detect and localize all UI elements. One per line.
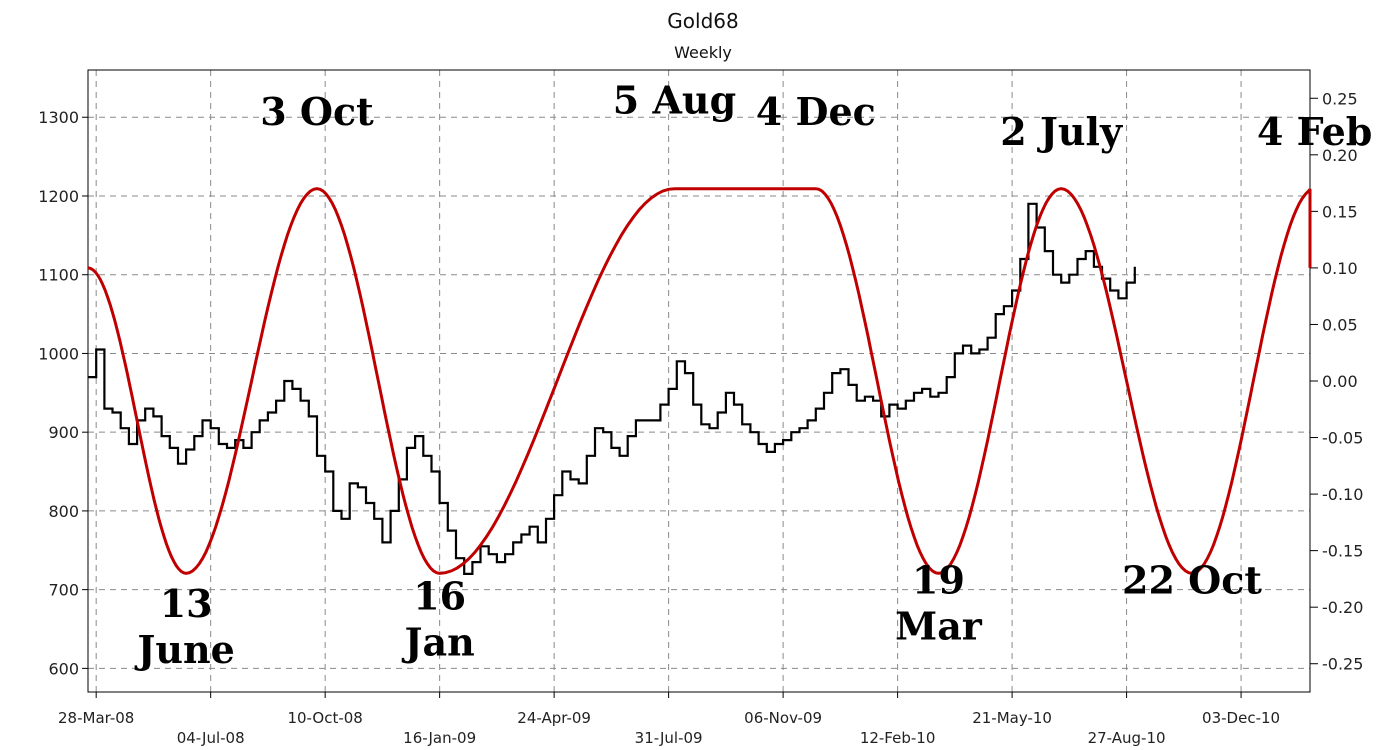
right-tick-label: 0.05: [1322, 315, 1358, 334]
right-tick-label: -0.10: [1322, 485, 1363, 504]
left-tick-label: 900: [48, 423, 79, 442]
right-tick-label: 0.20: [1322, 146, 1358, 165]
cycle-annotation: Jan: [402, 619, 475, 664]
left-tick-label: 1300: [38, 108, 79, 127]
cycle-annotation: 4 Dec: [756, 89, 876, 134]
x-tick-label: 03-Dec-10: [1202, 709, 1280, 727]
cycle-annotation: 13: [160, 581, 213, 626]
cycle-annotation: 22 Oct: [1122, 558, 1262, 603]
cycle-annotation: 19: [912, 558, 965, 603]
grid-lines: [88, 70, 1310, 692]
right-tick-label: 0.25: [1322, 89, 1358, 108]
x-tick-label: 31-Jul-09: [635, 729, 703, 747]
right-axis-ticks: -0.25 -0.20 -0.15 -0.10 -0.05 0.00 0.05 0.10 0.1…: [1310, 89, 1363, 674]
left-tick-label: 600: [48, 659, 79, 678]
x-tick-label: 27-Aug-10: [1088, 729, 1166, 747]
x-tick-label: 21-May-10: [972, 709, 1052, 727]
cycle-annotation: 16: [413, 573, 466, 618]
cycle-annotation: Mar: [895, 604, 983, 649]
x-tick-label: 10-Oct-08: [287, 709, 362, 727]
x-tick-label: 12-Feb-10: [860, 729, 936, 747]
cycle-annotation: 2 July: [1000, 109, 1123, 154]
x-tick-label: 16-Jan-09: [403, 729, 476, 747]
left-tick-label: 700: [48, 581, 79, 600]
series-group: [87, 187, 1312, 575]
right-tick-label: 0.10: [1322, 259, 1358, 278]
right-tick-label: 0.15: [1322, 202, 1358, 221]
left-axis-ticks: 600 700 800 900 1000 1100 1200 1300: [38, 108, 88, 678]
x-axis-ticks: 28-Mar-08 10-Oct-08 24-Apr-09 06-Nov-09 21-M…: [58, 692, 1280, 747]
right-tick-label: 0.00: [1322, 372, 1358, 391]
left-tick-label: 800: [48, 502, 79, 521]
left-tick-label: 1000: [38, 344, 79, 363]
chart-subtitle: Weekly: [674, 43, 732, 62]
x-tick-label: 24-Apr-09: [517, 709, 591, 727]
left-tick-label: 1100: [38, 266, 79, 285]
x-tick-label: 04-Jul-08: [177, 729, 245, 747]
right-tick-label: -0.05: [1322, 429, 1363, 448]
cycle-annotation: 3 Oct: [260, 89, 374, 134]
right-tick-label: -0.25: [1322, 655, 1363, 674]
x-tick-label: 06-Nov-09: [744, 709, 822, 727]
chart-title: Gold68: [667, 9, 738, 33]
right-tick-label: -0.20: [1322, 598, 1363, 617]
left-tick-label: 1200: [38, 187, 79, 206]
right-tick-label: -0.15: [1322, 542, 1363, 561]
cycle-annotation: 4 Feb: [1257, 109, 1372, 154]
x-tick-label: 28-Mar-08: [58, 709, 134, 727]
cycle-line: [87, 187, 1312, 575]
cycle-annotation: June: [134, 627, 234, 672]
cycle-annotation: 5 Aug: [613, 77, 736, 122]
gold-price-line: [88, 202, 1136, 575]
